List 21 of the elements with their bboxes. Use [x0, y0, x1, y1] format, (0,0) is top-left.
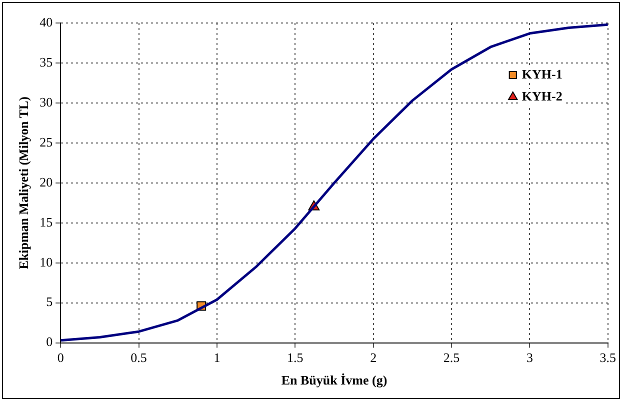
- y-tick-label: 5: [46, 294, 53, 310]
- y-tick-label: 10: [40, 254, 53, 270]
- legend-label: KYH-1: [522, 66, 562, 82]
- y-tick-label: 35: [40, 54, 53, 70]
- y-tick-label: 40: [40, 14, 53, 30]
- y-tick-label: 25: [40, 134, 53, 150]
- x-tick-label: 1: [214, 350, 220, 366]
- x-tick-label: 3.5: [600, 350, 616, 366]
- x-tick-label: 2: [370, 350, 377, 366]
- legend-label: KYH-2: [522, 88, 562, 104]
- x-tick-label: 0: [57, 350, 64, 366]
- x-tick-label: 3: [526, 350, 533, 366]
- x-axis-title: En Büyük İvme (g): [281, 372, 388, 388]
- y-axis-title: Ekipman Maliyeti (Milyon TL): [16, 96, 32, 270]
- y-tick-label: 0: [46, 334, 53, 350]
- x-tick-label: 0.5: [130, 350, 147, 366]
- y-tick-label: 30: [40, 94, 53, 110]
- y-tick-label: 15: [40, 214, 53, 230]
- x-tick-label: 2.5: [443, 350, 460, 366]
- x-tick-label: 1.5: [287, 350, 304, 366]
- y-tick-label: 20: [40, 174, 53, 190]
